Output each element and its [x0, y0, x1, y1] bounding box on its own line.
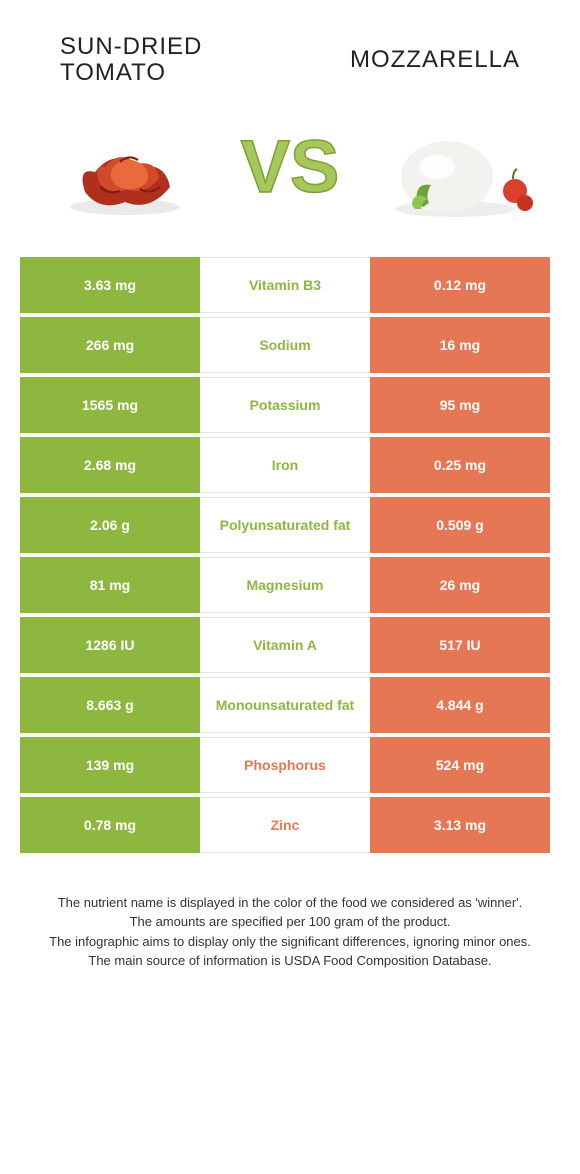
sundried-tomato-image — [45, 117, 205, 227]
cell-label: Sodium — [200, 317, 370, 373]
cell-left-value: 8.663 g — [20, 677, 200, 733]
table-row: 0.78 mgZinc3.13 mg — [20, 797, 560, 853]
cell-right-value: 26 mg — [370, 557, 550, 613]
cell-left-value: 1286 IU — [20, 617, 200, 673]
cell-right-value: 517 IU — [370, 617, 550, 673]
vs-text-glyph: VS — [241, 125, 340, 208]
mozzarella-image — [375, 117, 535, 227]
cell-label: Potassium — [200, 377, 370, 433]
cell-left-value: 81 mg — [20, 557, 200, 613]
cell-label: Monounsaturated fat — [200, 677, 370, 733]
footer-line-4: The main source of information is USDA F… — [30, 951, 550, 971]
footer-line-3: The infographic aims to display only the… — [30, 932, 550, 952]
cell-left-value: 3.63 mg — [20, 257, 200, 313]
cell-right-value: 524 mg — [370, 737, 550, 793]
cell-label: Phosphorus — [200, 737, 370, 793]
cell-label: Zinc — [200, 797, 370, 853]
cell-label: Vitamin B3 — [200, 257, 370, 313]
table-row: 1286 IUVitamin A517 IU — [20, 617, 560, 673]
table-row: 8.663 gMonounsaturated fat4.844 g — [20, 677, 560, 733]
cell-label: Magnesium — [200, 557, 370, 613]
title-left-line2: TOMATO — [60, 59, 166, 86]
nutrient-table: 3.63 mgVitamin B30.12 mg266 mgSodium16 m… — [20, 257, 560, 853]
table-row: 139 mgPhosphorus524 mg — [20, 737, 560, 793]
table-row: 2.68 mgIron0.25 mg — [20, 437, 560, 493]
cell-right-value: 16 mg — [370, 317, 550, 373]
cell-left-value: 1565 mg — [20, 377, 200, 433]
table-row: 1565 mgPotassium95 mg — [20, 377, 560, 433]
cell-right-value: 4.844 g — [370, 677, 550, 733]
vs-icon: VS — [225, 124, 355, 219]
cell-label: Iron — [200, 437, 370, 493]
table-row: 266 mgSodium16 mg — [20, 317, 560, 373]
cell-right-value: 3.13 mg — [370, 797, 550, 853]
cell-label: Polyunsaturated fat — [200, 497, 370, 553]
title-right: MOZZARELLA — [290, 46, 530, 74]
table-row: 2.06 gPolyunsaturated fat0.509 g — [20, 497, 560, 553]
table-row: 81 mgMagnesium26 mg — [20, 557, 560, 613]
cell-right-value: 0.509 g — [370, 497, 550, 553]
cell-label: Vitamin A — [200, 617, 370, 673]
footer-line-2: The amounts are specified per 100 gram o… — [30, 912, 550, 932]
cell-left-value: 0.78 mg — [20, 797, 200, 853]
footer-line-1: The nutrient name is displayed in the co… — [30, 893, 550, 913]
images-row: VS — [20, 107, 560, 257]
cell-right-value: 0.25 mg — [370, 437, 550, 493]
infographic-root: SUN-DRIED TOMATO MOZZARELLA VS — [0, 0, 580, 1011]
title-left-line1: SUN-DRIED — [60, 33, 202, 60]
cell-left-value: 2.68 mg — [20, 437, 200, 493]
cell-right-value: 95 mg — [370, 377, 550, 433]
titles-row: SUN-DRIED TOMATO MOZZARELLA — [20, 24, 560, 107]
cell-left-value: 2.06 g — [20, 497, 200, 553]
footer-notes: The nutrient name is displayed in the co… — [20, 893, 560, 971]
table-row: 3.63 mgVitamin B30.12 mg — [20, 257, 560, 313]
title-left: SUN-DRIED TOMATO — [50, 34, 290, 87]
cell-right-value: 0.12 mg — [370, 257, 550, 313]
cell-left-value: 266 mg — [20, 317, 200, 373]
cell-left-value: 139 mg — [20, 737, 200, 793]
